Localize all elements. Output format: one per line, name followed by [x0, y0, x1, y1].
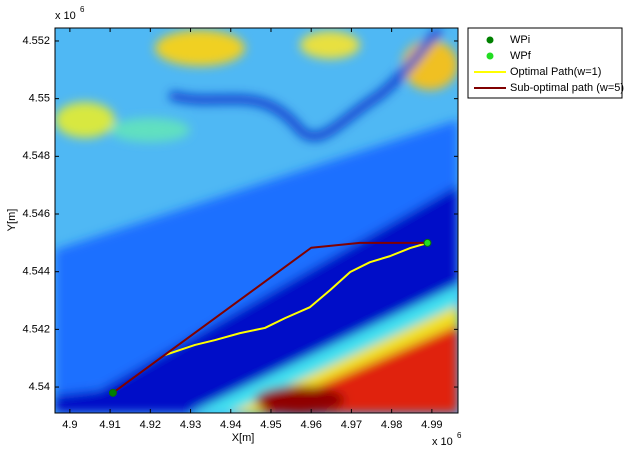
- waypoint: [109, 389, 116, 396]
- y-multiplier-exponent: 6: [80, 5, 85, 14]
- legend-label: Sub-optimal path (w=5): [510, 82, 624, 94]
- y-tick-label: 4.552: [22, 35, 50, 47]
- x-tick-label: 4.92: [140, 419, 161, 431]
- y-tick-label: 4.54: [29, 381, 50, 393]
- waypoint: [424, 239, 431, 246]
- x-tick-label: 4.99: [421, 419, 442, 431]
- legend-label: WPf: [510, 50, 532, 62]
- chart: X[m] Y[m] x 10 6 x 10 6 4.9 4.91 4.92 4.93 4…: [0, 0, 624, 450]
- x-tick-label: 4.94: [220, 419, 241, 431]
- x-tick-label: 4.91: [99, 419, 120, 431]
- x-multiplier-exponent: 6: [457, 431, 462, 440]
- x-tick-label: 4.97: [341, 419, 362, 431]
- x-tick-label: 4.93: [180, 419, 201, 431]
- x-tick-label: 4.98: [381, 419, 402, 431]
- y-tick-label: 4.546: [22, 208, 50, 220]
- legend-label: Optimal Path(w=1): [510, 66, 601, 78]
- y-multiplier: x 10: [55, 10, 76, 22]
- x-multiplier: x 10: [432, 436, 453, 448]
- legend-label: WPi: [510, 34, 530, 46]
- y-tick-label: 4.542: [22, 323, 50, 335]
- x-tick-label: 4.95: [260, 419, 281, 431]
- legend-marker: [487, 53, 494, 60]
- y-axis-label: Y[m]: [6, 209, 18, 232]
- x-axis-label: X[m]: [232, 432, 255, 444]
- y-tick-label: 4.544: [22, 266, 50, 278]
- y-tick-label: 4.55: [29, 93, 50, 105]
- terrain-background: [55, 28, 458, 414]
- legend-marker: [487, 37, 494, 44]
- x-tick-label: 4.96: [300, 419, 321, 431]
- page: {"chart_data": { "type": "line", "x_labe…: [0, 0, 624, 450]
- y-tick-label: 4.548: [22, 150, 50, 162]
- x-tick-label: 4.9: [62, 419, 77, 431]
